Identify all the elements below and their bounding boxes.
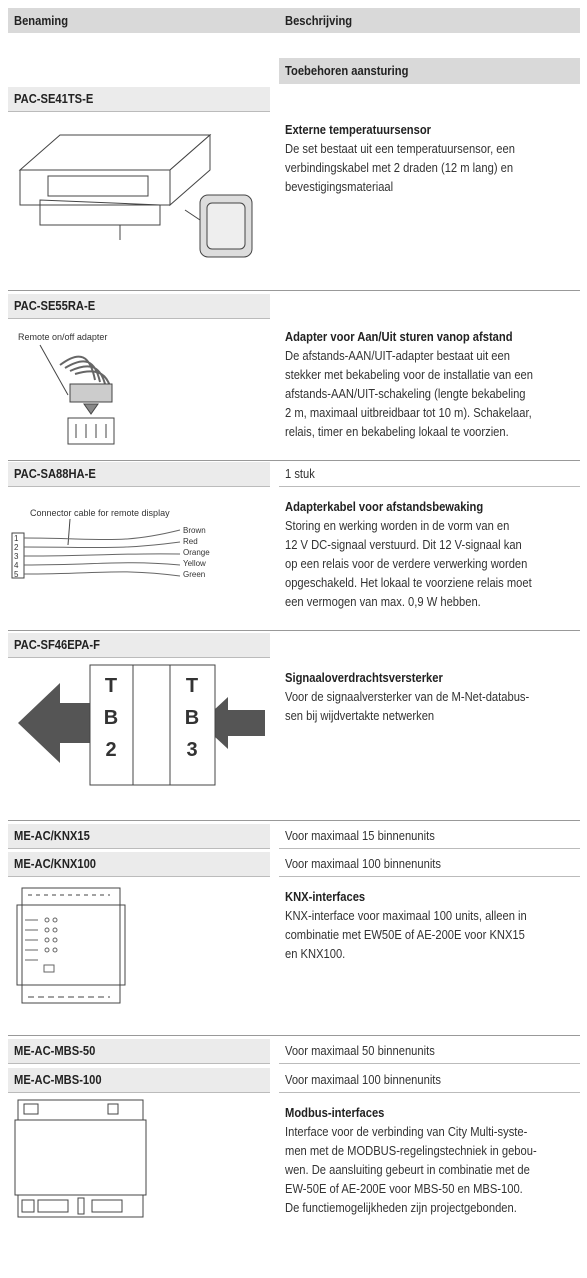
pin-number: 2 bbox=[14, 543, 19, 552]
desc-title: Modbus-interfaces bbox=[285, 1105, 385, 1120]
desc-title: Externe temperatuursensor bbox=[285, 122, 432, 137]
product-code: ME-AC-MBS-50 bbox=[14, 1043, 96, 1058]
desc-line: bevestigingsmateriaal bbox=[285, 179, 394, 194]
name-row bbox=[8, 1039, 270, 1064]
section-rule bbox=[8, 460, 580, 461]
figure-label: Connector cable for remote display bbox=[30, 508, 170, 518]
name-row bbox=[8, 1068, 270, 1093]
pin-number: 4 bbox=[14, 561, 19, 570]
desc-line: afstands-AAN/UIT-schakeling (lengte beka… bbox=[285, 386, 526, 401]
name-row bbox=[8, 462, 270, 487]
desc-line: EW-50E of AE-200E voor MBS-50 en MBS-100… bbox=[285, 1181, 523, 1196]
pin-number: 3 bbox=[14, 552, 19, 561]
desc-line: De afstands-AAN/UIT-adapter bestaat uit … bbox=[285, 348, 510, 363]
desc-line: De set bestaat uit een temperatuursensor… bbox=[285, 141, 515, 156]
wire-color: Brown bbox=[183, 526, 206, 535]
name-row bbox=[8, 824, 270, 849]
terminal-letter: B bbox=[104, 707, 118, 729]
terminal-letter: 2 bbox=[105, 739, 116, 761]
name-row bbox=[8, 852, 270, 877]
header-col1: Benaming bbox=[14, 13, 69, 28]
section-rule bbox=[8, 1035, 580, 1036]
terminal-letter: 3 bbox=[186, 739, 197, 761]
product-code: ME-AC-MBS-100 bbox=[14, 1072, 102, 1087]
desc-line: een vermogen van max. 0,9 W hebben. bbox=[285, 594, 481, 609]
product-note: Voor maximaal 15 binnenunits bbox=[285, 828, 435, 843]
knx-figure bbox=[16, 887, 126, 1004]
header-bar bbox=[8, 8, 580, 33]
group-bar bbox=[279, 58, 580, 84]
product-note: Voor maximaal 100 binnenunits bbox=[285, 1072, 441, 1087]
product-code: PAC-SF46EPA-F bbox=[14, 637, 100, 652]
wire-color: Green bbox=[183, 570, 205, 579]
note-row bbox=[279, 824, 580, 849]
wire-color: Red bbox=[183, 537, 198, 546]
desc-title: Adapterkabel voor afstandsbewaking bbox=[285, 499, 484, 514]
desc-title: KNX-interfaces bbox=[285, 889, 366, 904]
note-row bbox=[279, 1068, 580, 1093]
desc-line: 2 m, maximaal uitbreidbaar tot 10 m). Sc… bbox=[285, 405, 532, 420]
product-note: Voor maximaal 50 binnenunits bbox=[285, 1043, 435, 1058]
section-rule bbox=[8, 820, 580, 821]
desc-line: Voor de signaalversterker van de M-Net-d… bbox=[285, 689, 530, 704]
terminal-letter: T bbox=[186, 675, 198, 697]
product-code: PAC-SE55RA-E bbox=[14, 298, 96, 313]
desc-line: De functiemogelijkheden zijn projectgebo… bbox=[285, 1200, 517, 1215]
note-row bbox=[279, 1039, 580, 1064]
name-row bbox=[8, 633, 270, 658]
amplifier-figure bbox=[18, 664, 265, 786]
product-note: 1 stuk bbox=[285, 466, 315, 481]
cable-figure: Connector cable for remote display bbox=[11, 508, 181, 579]
header-col2: Beschrijving bbox=[285, 13, 353, 28]
section-rule bbox=[8, 630, 580, 631]
desc-line: op een relais voor de verdere verwerking… bbox=[285, 556, 528, 571]
desc-line: stekker met bekabeling voor de installat… bbox=[285, 367, 533, 382]
desc-line: combinatie met EW50E of AE-200E voor KNX… bbox=[285, 927, 525, 942]
desc-line: Interface voor de verbinding van City Mu… bbox=[285, 1124, 528, 1139]
desc-line: men met de MODBUS-regelingstechniek in g… bbox=[285, 1143, 537, 1158]
desc-line: 12 V DC-signaal verstuurd. Dit 12 V-sign… bbox=[285, 537, 522, 552]
product-code: ME-AC/KNX15 bbox=[14, 828, 90, 843]
group-title: Toebehoren aansturing bbox=[285, 63, 409, 78]
product-code: PAC-SA88HA-E bbox=[14, 466, 96, 481]
pin-number: 1 bbox=[14, 534, 19, 543]
desc-line: verbindingskabel met 2 draden (12 m lang… bbox=[285, 160, 514, 175]
note-row bbox=[279, 462, 580, 487]
adapter-figure: Remote on/off adapter bbox=[18, 332, 115, 445]
desc-line: Storing en werking worden in de vorm van… bbox=[285, 518, 510, 533]
note-row bbox=[279, 852, 580, 877]
wire-color: Yellow bbox=[183, 559, 206, 568]
figure-label: Remote on/off adapter bbox=[18, 332, 107, 342]
sensor-figure bbox=[18, 133, 253, 258]
name-row bbox=[8, 294, 270, 319]
section-rule bbox=[8, 290, 580, 291]
product-code: ME-AC/KNX100 bbox=[14, 856, 97, 871]
desc-title: Signaaloverdrachtsversterker bbox=[285, 670, 443, 685]
desc-line: KNX-interface voor maximaal 100 units, a… bbox=[285, 908, 527, 923]
product-code: PAC-SE41TS-E bbox=[14, 91, 94, 106]
modbus-figure bbox=[14, 1099, 147, 1218]
desc-title: Adapter voor Aan/Uit sturen vanop afstan… bbox=[285, 329, 513, 344]
desc-line: relais, timer en bekabeling lokaal te vo… bbox=[285, 424, 509, 439]
desc-line: opgeschakeld. Het lokaal te voorziene re… bbox=[285, 575, 532, 590]
desc-line: wen. De aansluiting gebeurt in combinati… bbox=[285, 1162, 530, 1177]
desc-line: sen bij wijdvertakte netwerken bbox=[285, 708, 435, 723]
wire-color: Orange bbox=[183, 548, 210, 557]
pin-number: 5 bbox=[14, 570, 19, 579]
terminal-letter: B bbox=[185, 707, 199, 729]
product-note: Voor maximaal 100 binnenunits bbox=[285, 856, 441, 871]
desc-line: en KNX100. bbox=[285, 946, 346, 961]
terminal-letter: T bbox=[105, 675, 117, 697]
name-row bbox=[8, 87, 270, 112]
